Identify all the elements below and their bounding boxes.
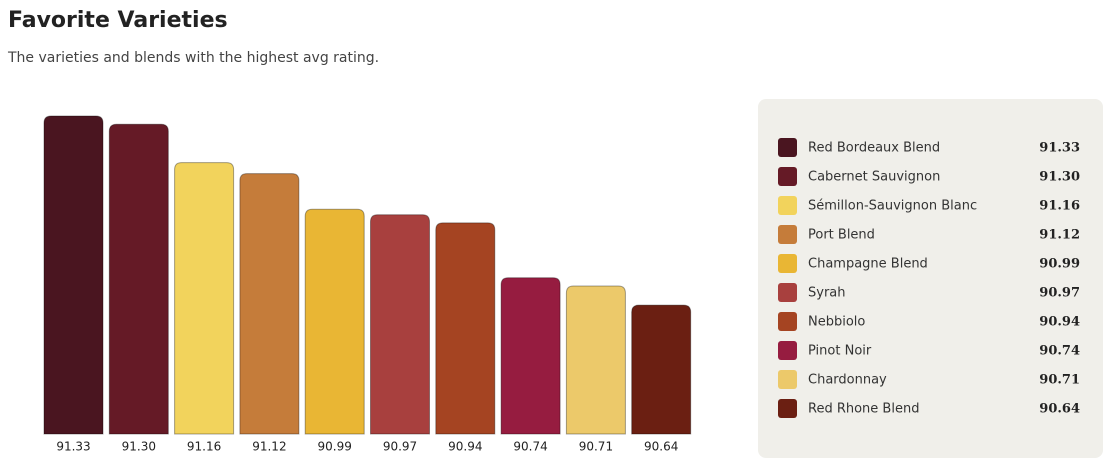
legend-label: Sémillon-Sauvignon Blanc	[808, 199, 977, 214]
bar-value-label: 91.30	[122, 440, 156, 454]
legend-label: Red Bordeaux Blend	[808, 141, 940, 156]
legend-value: 91.30	[1039, 170, 1080, 185]
legend-swatch	[778, 370, 797, 389]
legend-label: Red Rhone Blend	[808, 402, 919, 417]
legend-value: 91.16	[1039, 199, 1080, 214]
bar	[239, 173, 300, 435]
legend-label: Cabernet Sauvignon	[808, 170, 940, 185]
legend-label: Pinot Noir	[808, 344, 872, 359]
bar	[370, 214, 430, 435]
legend-swatch	[778, 225, 797, 244]
bar	[500, 277, 561, 435]
bar-value-label: 90.94	[448, 440, 482, 454]
bar	[631, 304, 692, 435]
legend-swatch	[778, 399, 797, 418]
bar	[43, 115, 104, 435]
legend-value: 90.71	[1039, 373, 1080, 388]
legend-value: 90.74	[1039, 344, 1080, 359]
legend-swatch	[778, 254, 797, 273]
legend-swatch	[778, 283, 797, 302]
bar-value-label: 90.74	[513, 440, 547, 454]
legend-value: 90.94	[1039, 315, 1080, 330]
bar-value-label: 91.12	[252, 440, 286, 454]
legend-value: 90.97	[1039, 286, 1080, 301]
legend-label: Syrah	[808, 286, 846, 301]
legend-label: Chardonnay	[808, 373, 887, 388]
bar	[435, 222, 496, 435]
legend-value: 90.99	[1039, 257, 1080, 272]
legend-swatch	[778, 312, 797, 331]
legend-label: Nebbiolo	[808, 315, 865, 330]
chart-subtitle: The varieties and blends with the highes…	[7, 50, 379, 66]
legend-panel	[758, 99, 1103, 458]
bar	[565, 285, 626, 435]
bar-value-label: 91.16	[187, 440, 221, 454]
legend-value: 90.64	[1039, 402, 1080, 417]
bar	[174, 162, 235, 435]
bar-value-label: 91.33	[56, 440, 90, 454]
bar	[108, 123, 169, 435]
bar-value-label: 90.99	[318, 440, 352, 454]
legend-swatch	[778, 138, 797, 157]
legend-swatch	[778, 167, 797, 186]
legend-value: 91.12	[1039, 228, 1080, 243]
legend-label: Port Blend	[808, 228, 875, 243]
legend-swatch	[778, 196, 797, 215]
chart-title: Favorite Varieties	[8, 8, 228, 33]
bar-value-label: 90.97	[383, 440, 417, 454]
bar-value-label: 90.64	[644, 440, 678, 454]
bar-value-label: 90.71	[579, 440, 613, 454]
legend-swatch	[778, 341, 797, 360]
legend-value: 91.33	[1039, 141, 1080, 156]
bar	[304, 208, 365, 435]
legend-label: Champagne Blend	[808, 257, 928, 272]
